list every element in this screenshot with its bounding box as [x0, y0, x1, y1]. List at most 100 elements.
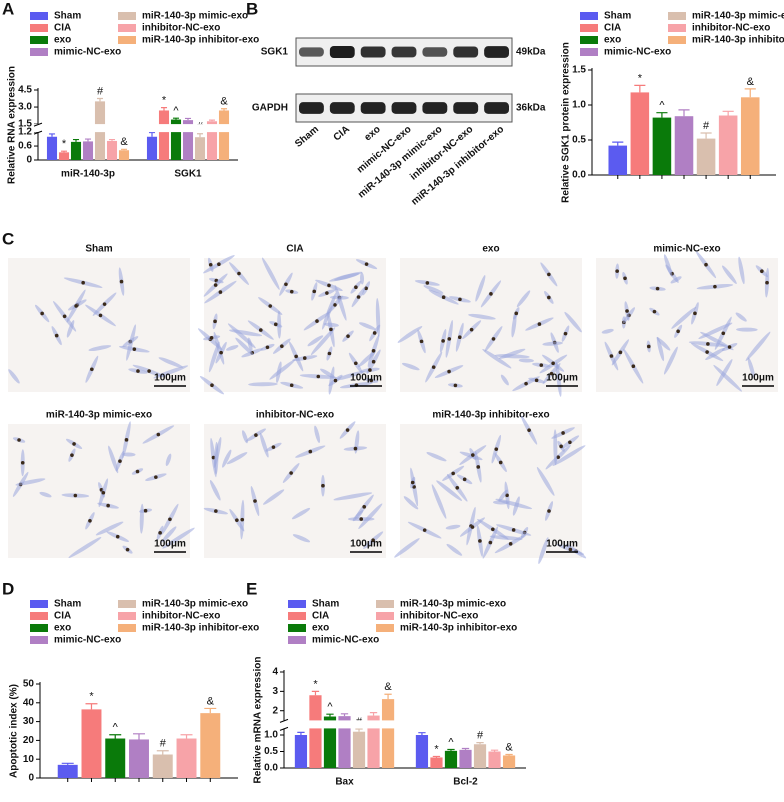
error-bar: [700, 132, 712, 139]
y-tick-label: 1.0: [264, 730, 278, 741]
blot-band: [299, 47, 324, 57]
legend-swatch: [288, 624, 306, 632]
legend-swatch: [118, 36, 136, 44]
nucleus: [143, 508, 148, 513]
nucleus: [615, 269, 619, 273]
cell: [153, 365, 189, 379]
bar: [740, 97, 760, 175]
legend-swatch: [580, 36, 598, 44]
blot-size-label: 36kDa: [516, 103, 546, 114]
bar: [444, 750, 458, 768]
nucleus: [273, 322, 278, 327]
cell: [431, 484, 447, 519]
error-bar: [340, 713, 349, 717]
cell: [310, 327, 336, 356]
nucleus: [208, 262, 213, 267]
bar: [152, 754, 173, 778]
cell: [403, 496, 419, 510]
legend-label: miR-140-3p mimic-exo: [400, 599, 506, 610]
nucleus: [40, 311, 44, 316]
legend-swatch: [288, 612, 306, 620]
y-tick-label: 0.0: [264, 763, 278, 774]
bar: [82, 141, 94, 160]
cell: [436, 480, 463, 501]
significance-marker: &: [747, 76, 755, 88]
cell: [226, 345, 239, 351]
y-tick-label: 2: [272, 705, 278, 716]
legend-label: miR-140-3p mimic-exo: [142, 599, 248, 610]
x-tick-label: miR-140-3p: [61, 169, 115, 180]
cell: [322, 293, 337, 330]
bar: [674, 116, 694, 175]
nucleus: [218, 290, 223, 294]
bar: [118, 150, 130, 160]
legend-label: miR-140-3p inhibitor-exo: [400, 623, 517, 634]
nucleus: [81, 280, 85, 285]
nucleus: [280, 344, 284, 348]
nucleus: [441, 295, 446, 300]
blot-band: [422, 47, 448, 57]
y-axis-title: Apoptotic index (%): [9, 684, 20, 778]
cell: [446, 543, 463, 556]
cell: [261, 257, 280, 290]
nucleus: [214, 509, 218, 513]
legend-swatch: [288, 600, 306, 608]
nucleus: [289, 383, 294, 388]
nucleus: [655, 286, 660, 291]
bar: [352, 731, 366, 768]
cell: [745, 331, 771, 362]
y-tick-label: 3: [272, 686, 278, 697]
cell: [227, 323, 256, 349]
y-tick-label: 0: [28, 773, 34, 784]
error-bar: [612, 141, 624, 146]
cell: [426, 452, 447, 462]
blot-band: [329, 46, 355, 58]
legend-swatch: [580, 12, 598, 20]
cell: [88, 345, 112, 351]
legend-swatch: [30, 612, 48, 620]
bar: [158, 110, 170, 160]
cell: [736, 327, 758, 332]
legend-swatch: [580, 48, 598, 56]
nucleus: [539, 363, 544, 367]
cell: [108, 445, 119, 474]
nucleus: [488, 540, 493, 545]
micrograph-label: Sham: [85, 244, 112, 255]
cell: [209, 480, 221, 501]
error-bar: [133, 733, 145, 740]
nucleus: [422, 528, 427, 532]
nucleus: [551, 361, 555, 366]
blot-row-label: SGK1: [261, 47, 289, 58]
cell: [8, 369, 20, 384]
nucleus: [158, 531, 162, 535]
nucleus: [556, 455, 560, 459]
axis-break-mark: [33, 122, 43, 135]
error-bar: [156, 750, 169, 755]
cell: [95, 521, 124, 536]
nucleus: [259, 328, 263, 332]
micrograph-label: CIA: [286, 244, 303, 255]
bar: [46, 136, 58, 160]
cell: [334, 370, 365, 381]
legend-swatch: [118, 624, 136, 632]
nucleus: [70, 453, 74, 457]
nucleus: [268, 304, 273, 308]
error-bar: [48, 133, 56, 137]
nucleus: [514, 311, 519, 316]
legend-swatch: [30, 12, 48, 20]
nucleus: [713, 284, 717, 289]
nucleus: [327, 351, 332, 356]
y-tick-label: 1.5: [572, 65, 586, 76]
significance-marker: &: [120, 136, 128, 148]
legend-swatch: [118, 24, 136, 32]
error-bar: [476, 741, 484, 745]
micrograph-label: mimic-NC-exo: [653, 244, 720, 255]
legend-label: inhibitor-NC-exo: [400, 611, 478, 622]
nucleus: [705, 350, 709, 354]
cell: [536, 467, 555, 496]
error-bar: [184, 117, 192, 121]
nucleus: [704, 262, 708, 267]
nucleus: [312, 289, 317, 294]
significance-marker: &: [207, 695, 215, 707]
nucleus: [568, 440, 572, 445]
